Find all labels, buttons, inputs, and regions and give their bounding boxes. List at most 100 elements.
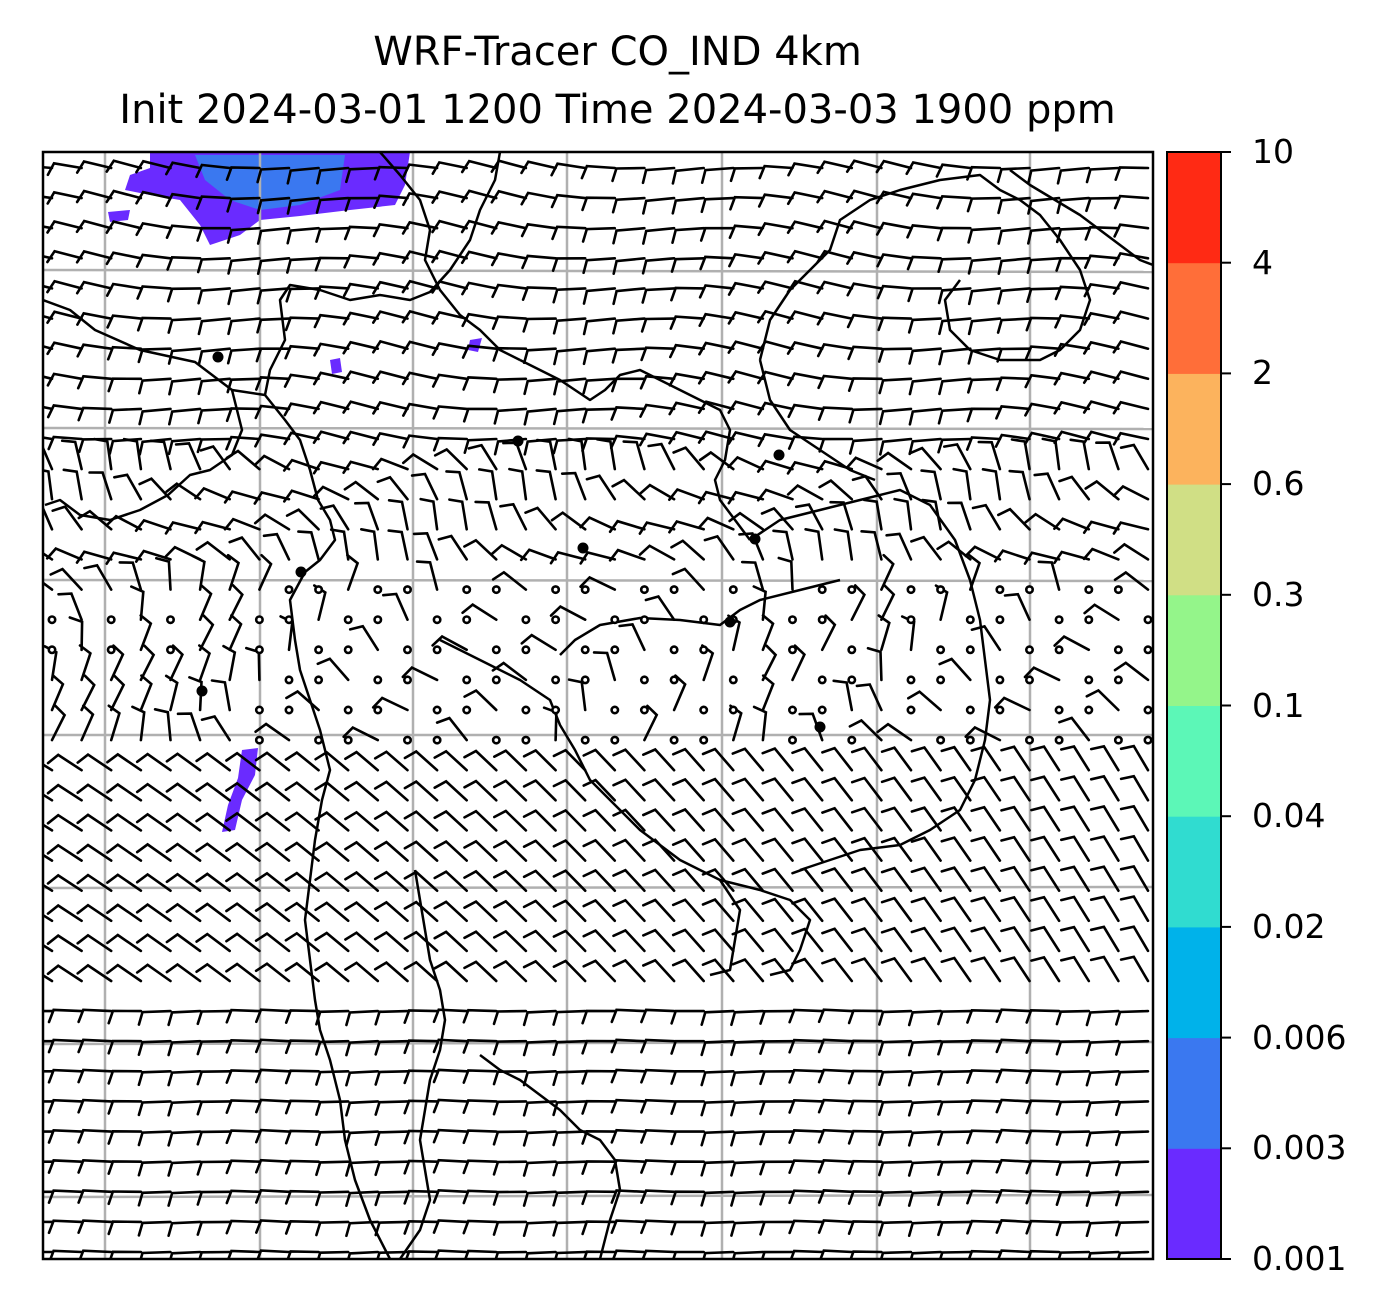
wind-barb xyxy=(1055,1160,1091,1176)
wind-barb xyxy=(194,486,231,501)
wind-barb xyxy=(474,500,498,531)
wind-barb xyxy=(401,250,439,264)
wind-barb xyxy=(967,226,1002,244)
wind-barb xyxy=(552,899,587,923)
wind-barb xyxy=(345,1009,380,1027)
wind-barb xyxy=(668,519,705,534)
colorbar-label-2: 0.006 xyxy=(1252,1017,1347,1057)
wind-barb xyxy=(169,1250,202,1259)
wind-barb xyxy=(167,1220,202,1237)
calm-marker xyxy=(906,615,916,625)
calm-marker xyxy=(728,705,738,715)
wind-barb xyxy=(490,543,528,561)
wind-barb xyxy=(345,166,380,184)
wind-barb xyxy=(851,474,883,501)
wind-barb xyxy=(967,553,982,591)
wind-barb xyxy=(757,193,794,208)
wind-barb xyxy=(225,166,261,181)
wind-barb xyxy=(788,1038,824,1054)
wind-barb xyxy=(167,347,202,365)
wind-barb xyxy=(493,959,528,983)
wind-barb xyxy=(817,406,854,421)
wind-barb xyxy=(1085,1160,1120,1177)
wind-barb xyxy=(940,836,972,862)
wind-barb xyxy=(106,963,143,983)
calm-marker xyxy=(906,705,916,715)
wind-barb xyxy=(816,249,854,264)
wind-barb xyxy=(647,442,676,471)
wind-barb xyxy=(312,400,350,415)
city-marker-6 xyxy=(295,566,307,578)
wind-barb xyxy=(1085,1100,1120,1117)
wind-barb xyxy=(700,1039,735,1057)
wind-barb xyxy=(847,1099,883,1115)
wind-barb xyxy=(76,752,113,772)
wind-barb xyxy=(168,407,202,426)
wind-barb xyxy=(907,287,942,303)
calm-marker xyxy=(1113,585,1123,595)
wind-barb xyxy=(727,400,765,414)
wind-barb xyxy=(701,867,735,892)
wind-barb xyxy=(670,1190,705,1206)
wind-barb xyxy=(549,605,587,621)
wind-barb xyxy=(522,779,557,802)
wind-barb xyxy=(878,1220,913,1237)
wind-barb xyxy=(342,311,380,326)
wind-barb xyxy=(225,1219,261,1235)
wind-barb xyxy=(344,870,380,892)
wind-barb xyxy=(701,777,735,802)
wind-barb xyxy=(966,1219,1002,1235)
wind-barb xyxy=(109,1250,143,1259)
calm-marker xyxy=(936,675,946,685)
calm-marker xyxy=(965,735,975,745)
wind-barb xyxy=(286,226,320,245)
wind-barb xyxy=(225,1129,261,1145)
wind-barb xyxy=(640,346,676,362)
wind-barb xyxy=(167,317,202,334)
wind-barb xyxy=(75,280,113,295)
wind-barb xyxy=(581,226,617,243)
wind-barb xyxy=(966,1039,1002,1054)
calm-marker xyxy=(610,735,620,745)
wind-barb xyxy=(343,480,380,501)
wind-barb xyxy=(821,957,854,983)
wind-barb xyxy=(284,961,320,983)
wind-barb xyxy=(105,189,143,204)
wind-barb xyxy=(165,482,202,501)
wind-barb xyxy=(492,1100,528,1116)
wind-barb xyxy=(786,341,824,355)
wind-barb xyxy=(522,809,557,832)
wind-barb xyxy=(76,374,113,390)
calm-marker xyxy=(1084,615,1094,625)
wind-barb xyxy=(1082,430,1120,445)
wind-barb xyxy=(1025,1069,1061,1085)
wind-barb xyxy=(670,1130,705,1146)
wind-barb xyxy=(997,196,1031,215)
wind-barb xyxy=(940,896,972,923)
tracer-patch-small-3 xyxy=(108,210,130,222)
wind-barb xyxy=(727,281,765,296)
calm-wind-markers xyxy=(47,585,1153,745)
wind-barb xyxy=(433,930,468,953)
calm-marker xyxy=(995,615,1005,625)
wind-barb xyxy=(75,219,113,234)
wind-barb xyxy=(520,633,557,652)
wind-barb xyxy=(462,1219,498,1235)
wind-barb xyxy=(1114,166,1150,181)
wind-barb xyxy=(728,511,765,531)
wind-barb xyxy=(850,584,866,621)
wind-barb xyxy=(1083,311,1120,326)
wind-barb xyxy=(787,162,824,177)
wind-barb xyxy=(402,402,439,417)
wind-barb xyxy=(167,1100,202,1117)
wind-barb xyxy=(1116,1250,1150,1259)
wind-barb xyxy=(344,810,380,832)
wind-barb xyxy=(461,602,498,621)
wind-barb xyxy=(107,1129,143,1145)
wind-barb xyxy=(284,1219,320,1235)
wind-barb xyxy=(315,1190,350,1207)
wind-barb xyxy=(1113,223,1150,238)
wind-barb xyxy=(169,644,184,682)
wind-barb xyxy=(1069,438,1091,471)
calm-marker xyxy=(817,675,827,685)
